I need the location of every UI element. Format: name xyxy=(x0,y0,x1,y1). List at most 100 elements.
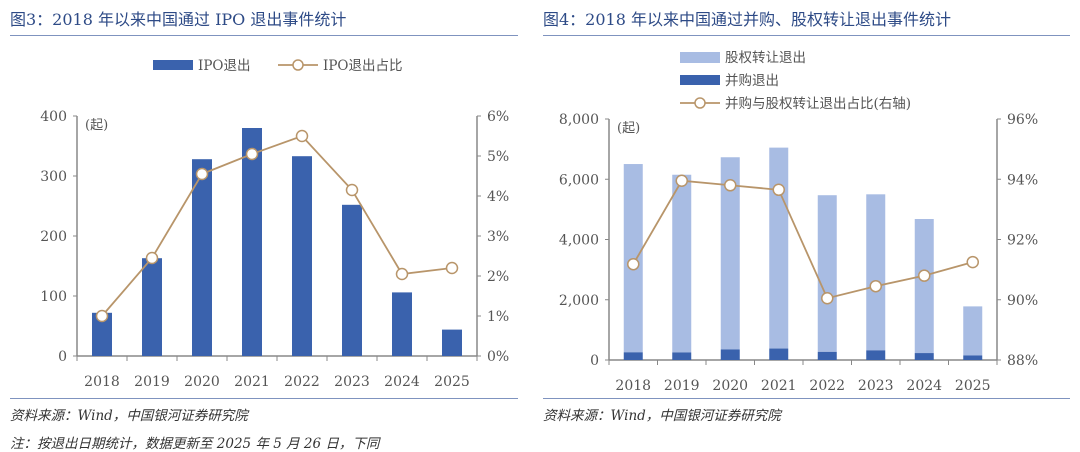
y-tick-label: 0 xyxy=(590,353,599,369)
unit-label: (起) xyxy=(85,118,108,133)
ratio-line xyxy=(101,134,453,317)
x-tick-label: 2021 xyxy=(761,378,797,394)
ratio-point-2023 xyxy=(869,279,882,293)
legend-swatch-ma xyxy=(680,75,720,85)
y2-tick-label: 6% xyxy=(487,109,509,125)
x-tick-label: 2022 xyxy=(284,374,320,390)
x-tick-label: 2025 xyxy=(955,378,991,394)
x-tick-label: 2023 xyxy=(334,374,370,390)
ma-bar-2022 xyxy=(817,351,837,360)
x-tick-label: 2018 xyxy=(84,374,120,390)
ratio-point-2024 xyxy=(395,267,409,281)
y-tick-label: 6,000 xyxy=(559,172,599,188)
bar-2021 xyxy=(242,128,262,356)
title-divider xyxy=(543,35,1070,36)
ratio-point-2018 xyxy=(627,257,640,271)
ratio-point-2019 xyxy=(145,251,159,265)
legend-label: 并购退出 xyxy=(725,73,779,89)
right-source: 资料来源：Wind，中国银河证券研究院 xyxy=(543,408,781,424)
x-tick-label: 2020 xyxy=(712,378,748,394)
ma-bar-2023 xyxy=(866,350,886,360)
legend-marker xyxy=(694,97,706,109)
equity-bar-2019 xyxy=(672,174,692,353)
bar-2018 xyxy=(92,312,112,356)
ratio-point-2025 xyxy=(445,261,459,275)
y-tick-label: 4,000 xyxy=(559,233,599,249)
y2-tick-label: 5% xyxy=(487,149,509,165)
legend-marker xyxy=(292,59,304,71)
equity-bar-2022 xyxy=(817,195,837,352)
source-divider xyxy=(543,398,1070,399)
ratio-point-2022 xyxy=(295,129,309,143)
equity-bar-2023 xyxy=(866,194,886,351)
ratio-point-2020 xyxy=(195,167,209,181)
x-tick-label: 2020 xyxy=(184,374,220,390)
ratio-point-2022 xyxy=(821,291,834,305)
bar-2020 xyxy=(192,159,212,356)
equity-bar-2025 xyxy=(963,306,983,356)
bar-2019 xyxy=(142,258,162,356)
y2-tick-label: 90% xyxy=(1007,293,1038,309)
legend-label: IPO退出占比 xyxy=(323,58,402,74)
ratio-point-2020 xyxy=(724,179,737,192)
x-tick-label: 2018 xyxy=(615,378,651,394)
equity-bar-2021 xyxy=(769,147,789,349)
ma-bar-2019 xyxy=(672,352,692,360)
ratio-point-2023 xyxy=(345,183,359,197)
ratio-point-2018 xyxy=(95,309,109,323)
ma-bar-2018 xyxy=(623,352,643,360)
x-tick-label: 2024 xyxy=(384,374,420,390)
ratio-point-2025 xyxy=(966,255,979,269)
y-tick-label: 8,000 xyxy=(559,112,599,128)
bar-2025 xyxy=(442,329,462,356)
bar-2022 xyxy=(292,156,312,356)
ma-bar-2021 xyxy=(769,348,789,360)
bar-2023 xyxy=(342,204,362,356)
title-divider xyxy=(10,35,518,36)
x-tick-label: 2021 xyxy=(234,374,270,390)
right-chart-title: 图4：2018 年以来中国通过并购、股权转让退出事件统计 xyxy=(543,10,951,29)
x-tick-label: 2019 xyxy=(134,374,170,390)
unit-label: (起) xyxy=(617,121,640,136)
y-tick-label: 2,000 xyxy=(559,293,599,309)
y-tick-label: 400 xyxy=(40,109,67,125)
legend-label: 并购与股权转让退出占比(右轴) xyxy=(725,95,911,112)
x-tick-label: 2025 xyxy=(434,374,470,390)
y2-tick-label: 96% xyxy=(1007,112,1038,128)
y-tick-label: 0 xyxy=(58,349,67,365)
ma-bar-2024 xyxy=(914,353,934,360)
y2-tick-label: 3% xyxy=(487,229,509,245)
y2-tick-label: 88% xyxy=(1007,353,1038,369)
legend-swatch-ipo xyxy=(153,60,193,70)
bar-2024 xyxy=(392,292,412,356)
ratio-line xyxy=(632,179,973,300)
y2-tick-label: 94% xyxy=(1007,172,1038,188)
left-note: 注：按退出日期统计，数据更新至 2025 年 5 月 26 日，下同 xyxy=(10,436,380,452)
y-tick-label: 300 xyxy=(40,169,67,185)
ratio-point-2021 xyxy=(245,147,259,161)
source-divider xyxy=(10,398,518,399)
equity-bar-2020 xyxy=(720,157,740,350)
x-tick-label: 2019 xyxy=(664,378,700,394)
y2-tick-label: 0% xyxy=(487,349,509,365)
ma-bar-2020 xyxy=(720,349,740,360)
legend-label: IPO退出 xyxy=(198,58,250,74)
y2-tick-label: 92% xyxy=(1007,233,1038,249)
equity-bar-2024 xyxy=(914,219,934,354)
y2-tick-label: 2% xyxy=(487,269,509,285)
ma-bar-2025 xyxy=(963,355,983,360)
ratio-point-2021 xyxy=(772,183,785,197)
y-tick-label: 200 xyxy=(40,229,67,245)
left-chart-title: 图3：2018 年以来中国通过 IPO 退出事件统计 xyxy=(10,10,347,29)
x-tick-label: 2023 xyxy=(858,378,894,394)
y-tick-label: 100 xyxy=(40,289,67,305)
left-source: 资料来源：Wind，中国银河证券研究院 xyxy=(10,408,248,424)
y2-tick-label: 4% xyxy=(487,189,509,205)
x-tick-label: 2024 xyxy=(906,378,942,394)
ratio-point-2019 xyxy=(675,174,688,188)
x-tick-label: 2022 xyxy=(809,378,845,394)
y2-tick-label: 1% xyxy=(487,309,509,325)
legend-label: 股权转让退出 xyxy=(725,49,806,66)
legend-swatch-equity xyxy=(680,52,720,63)
